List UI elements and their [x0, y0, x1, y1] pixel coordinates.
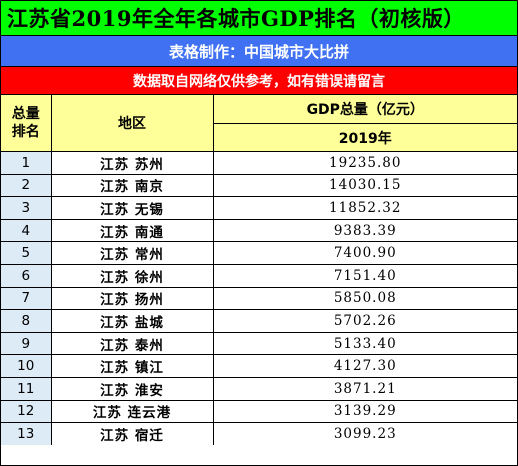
- rank-cell[interactable]: 5: [1, 241, 52, 265]
- region-cell[interactable]: 江苏 南京: [50, 173, 214, 198]
- table-row: 12 江苏 连云港 3139.29: [1, 399, 517, 424]
- region-header: 地区: [50, 95, 214, 152]
- table-row: 4 江苏 南通 9383.39: [1, 218, 517, 243]
- rank-cell[interactable]: 10: [1, 354, 52, 378]
- region-cell[interactable]: 江苏 徐州: [50, 263, 214, 288]
- gdp-cell[interactable]: 14030.15: [212, 173, 517, 198]
- rank-cell[interactable]: 9: [1, 331, 52, 356]
- gdp-cell[interactable]: 5702.26: [212, 309, 517, 333]
- gdp-table: 总量 排名 地区 GDP总量（亿元） 2019年 1 江苏 苏州 19235.80 2…: [1, 95, 517, 445]
- rank-cell[interactable]: 1: [1, 151, 52, 175]
- gdp-cell[interactable]: 3139.29: [212, 399, 517, 424]
- region-cell[interactable]: 江苏 泰州: [50, 331, 214, 356]
- table-row: 7 江苏 扬州 5850.08: [1, 286, 517, 311]
- gdp-cell[interactable]: 7400.90: [212, 241, 517, 265]
- rank-cell[interactable]: 7: [1, 286, 52, 311]
- table-row: 10 江苏 镇江 4127.30: [1, 354, 517, 378]
- rank-cell[interactable]: 3: [1, 196, 52, 220]
- sheet-title: 江苏省2019年全年各城市GDP排名（初核版）: [1, 1, 517, 36]
- region-cell[interactable]: 江苏 南通: [50, 218, 214, 243]
- gdp-cell[interactable]: 7151.40: [212, 263, 517, 288]
- region-cell[interactable]: 江苏 盐城: [50, 309, 214, 333]
- table-row: 13 江苏 宿迁 3099.23: [1, 422, 517, 445]
- table-row: 8 江苏 盐城 5702.26: [1, 309, 517, 333]
- table-row: 9 江苏 泰州 5133.40: [1, 331, 517, 356]
- notice-banner: 数据取自网络仅供参考，如有错误请留言: [1, 67, 517, 95]
- rank-header-line1: 总量: [11, 106, 40, 122]
- table-row: 11 江苏 淮安 3871.21: [1, 376, 517, 401]
- region-cell[interactable]: 江苏 常州: [50, 241, 214, 265]
- region-cell[interactable]: 江苏 扬州: [50, 286, 214, 311]
- gdp-cell[interactable]: 4127.30: [212, 354, 517, 378]
- rank-header: 总量 排名: [1, 95, 52, 152]
- gdp-cell[interactable]: 3099.23: [212, 422, 517, 445]
- rank-cell[interactable]: 12: [1, 399, 52, 424]
- gdp-cell[interactable]: 3871.21: [212, 376, 517, 401]
- gdp-cell[interactable]: 11852.32: [212, 196, 517, 220]
- region-cell[interactable]: 江苏 宿迁: [50, 422, 214, 445]
- region-cell[interactable]: 江苏 连云港: [50, 399, 214, 424]
- gdp-cell[interactable]: 5850.08: [212, 286, 517, 311]
- region-cell[interactable]: 江苏 无锡: [50, 196, 214, 220]
- rank-header-line2: 排名: [11, 124, 40, 140]
- table-row: 1 江苏 苏州 19235.80: [1, 151, 517, 175]
- table-row: 5 江苏 常州 7400.90: [1, 241, 517, 265]
- rank-cell[interactable]: 4: [1, 218, 52, 243]
- table-row: 2 江苏 南京 14030.15: [1, 173, 517, 198]
- rank-cell[interactable]: 13: [1, 422, 52, 445]
- maker-banner: 表格制作：中国城市大比拼: [1, 36, 517, 67]
- table-row: 3 江苏 无锡 11852.32: [1, 196, 517, 220]
- year-header: 2019年: [213, 123, 517, 152]
- gdp-cell[interactable]: 5133.40: [212, 331, 517, 356]
- rank-cell[interactable]: 11: [1, 376, 52, 401]
- region-cell[interactable]: 江苏 镇江: [50, 354, 214, 378]
- gdp-cell[interactable]: 9383.39: [212, 218, 517, 243]
- rank-cell[interactable]: 8: [1, 309, 52, 333]
- region-cell[interactable]: 江苏 淮安: [50, 376, 214, 401]
- gdp-header: GDP总量（亿元）: [212, 95, 517, 124]
- rank-cell[interactable]: 2: [1, 173, 52, 198]
- table-row: 6 江苏 徐州 7151.40: [1, 263, 517, 288]
- region-cell[interactable]: 江苏 苏州: [50, 151, 214, 175]
- gdp-cell[interactable]: 19235.80: [212, 151, 517, 175]
- rank-cell[interactable]: 6: [1, 263, 52, 288]
